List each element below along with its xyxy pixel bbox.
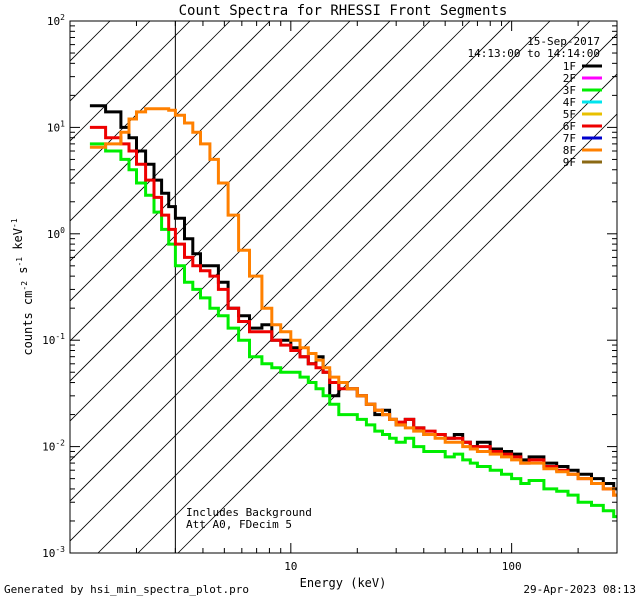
legend-label-6F: 6F xyxy=(563,120,576,133)
hatch-line xyxy=(97,33,617,553)
legend-label-2F: 2F xyxy=(563,72,576,85)
series-6F xyxy=(89,125,617,497)
hatch-line xyxy=(177,113,617,553)
series-group xyxy=(89,104,617,519)
legend-label-4F: 4F xyxy=(563,96,576,109)
hatch-line xyxy=(70,21,231,182)
legend-label-5F: 5F xyxy=(563,108,576,121)
date-label: 15-Sep-2017 xyxy=(527,35,600,48)
hatch-line xyxy=(70,21,391,342)
chart-title: Count Spectra for RHESSI Front Segments xyxy=(179,3,508,19)
y-tick-label: 102 xyxy=(47,13,65,28)
axes: 10 100 10-3 10-2 10-1 100 101 102 xyxy=(42,13,618,573)
annotation-attenuator: Att A0, FDecim 5 xyxy=(186,518,292,531)
plot-frame xyxy=(69,20,618,554)
hatch-line xyxy=(70,21,471,422)
hatch-line xyxy=(70,21,351,302)
series-layer xyxy=(89,104,617,519)
y-tick-label: 100 xyxy=(47,226,65,241)
legend-label-3F: 3F xyxy=(563,84,576,97)
hatch-line xyxy=(70,21,591,542)
legend-label-7F: 7F xyxy=(563,132,576,145)
hatch-line xyxy=(70,21,551,502)
legend-label-9F: 9F xyxy=(563,156,576,169)
legend-label-1F: 1F xyxy=(563,60,576,73)
hatch-line xyxy=(70,21,431,382)
y-tick-label: 101 xyxy=(47,119,65,134)
hatched-region xyxy=(70,21,617,553)
generated-by-label: Generated by hsi_min_spectra_plot.pro xyxy=(4,583,250,596)
annotation-background: Includes Background xyxy=(186,506,312,519)
series-3F xyxy=(89,142,617,519)
y-axis-label: counts cm-2 s-1 keV-1 xyxy=(10,218,35,356)
y-tick-label: 10-1 xyxy=(42,332,65,347)
time-range-label: 14:13:00 to 14:14:00 xyxy=(468,47,600,60)
x-tick-label: 100 xyxy=(502,560,522,573)
hatch-lines xyxy=(70,21,617,553)
hatch-line xyxy=(70,21,111,62)
x-axis-label: Energy (keV) xyxy=(300,576,387,590)
hatch-line xyxy=(70,21,511,462)
series-8F xyxy=(89,107,617,497)
y-tick-label: 10-3 xyxy=(42,545,65,560)
y-tick-label: 10-2 xyxy=(42,439,65,454)
x-tick-label: 10 xyxy=(284,560,297,573)
hatch-line xyxy=(137,73,617,553)
hatch-line xyxy=(70,21,271,222)
hatch-line xyxy=(70,21,191,142)
legend-label-8F: 8F xyxy=(563,144,576,157)
hatch-line xyxy=(70,21,311,262)
hatch-line xyxy=(70,21,71,22)
timestamp-label: 29-Apr-2023 08:13 xyxy=(523,583,636,596)
